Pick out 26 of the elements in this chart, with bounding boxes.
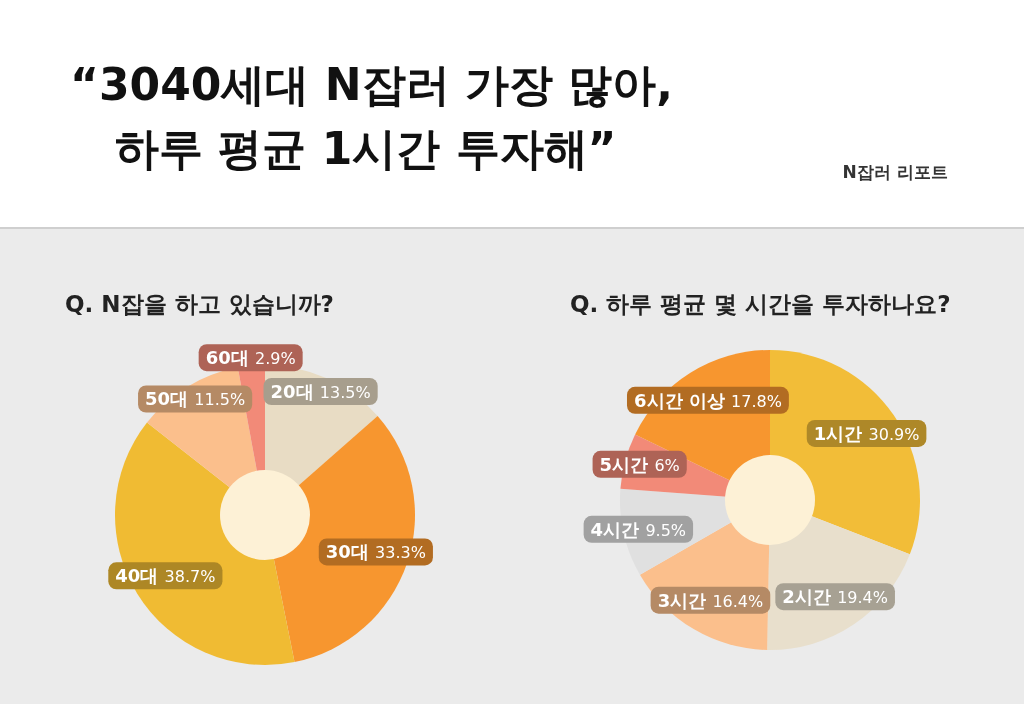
data-label: 2.9% bbox=[254, 349, 296, 369]
data-label: 38.7% bbox=[164, 567, 216, 587]
slice-label: 20대 bbox=[270, 380, 320, 402]
slice-label: 2시간 bbox=[782, 586, 838, 608]
chart-title: Q. 하루 평균 몇 시간을 투자하나요? bbox=[570, 291, 951, 317]
data-label: 11.5% bbox=[194, 390, 246, 410]
data-label: 16.4% bbox=[712, 591, 764, 611]
slice-label: 1시간 bbox=[813, 422, 869, 444]
data-label: 19.4% bbox=[837, 588, 888, 608]
slice-label: 4시간 bbox=[590, 518, 646, 540]
slice-label: 3시간 bbox=[657, 589, 713, 611]
data-label: 13.5% bbox=[319, 382, 371, 402]
slice-label: 6시간 이상 bbox=[633, 389, 732, 411]
slice-label: 60대 bbox=[205, 347, 255, 369]
text: “3040세대 N잡러 가장 많아, 하루 평균 1시간 투자해” bbox=[70, 59, 673, 174]
data-label: 6% bbox=[654, 455, 680, 475]
slice-label: 5시간 bbox=[599, 453, 655, 475]
data-label: 9.5% bbox=[645, 520, 687, 540]
data-label: 30.9% bbox=[868, 424, 920, 444]
slice-label: 30대 bbox=[325, 541, 376, 563]
chart-title: Q. N잡을 하고 있습니까? bbox=[65, 291, 334, 317]
slice-label: 50대 bbox=[145, 388, 195, 410]
text: N잡러 리포트 bbox=[842, 162, 948, 182]
slice-label: 40대 bbox=[115, 565, 165, 587]
data-label: 33.3% bbox=[375, 543, 426, 563]
data-label: 17.8% bbox=[731, 391, 782, 411]
